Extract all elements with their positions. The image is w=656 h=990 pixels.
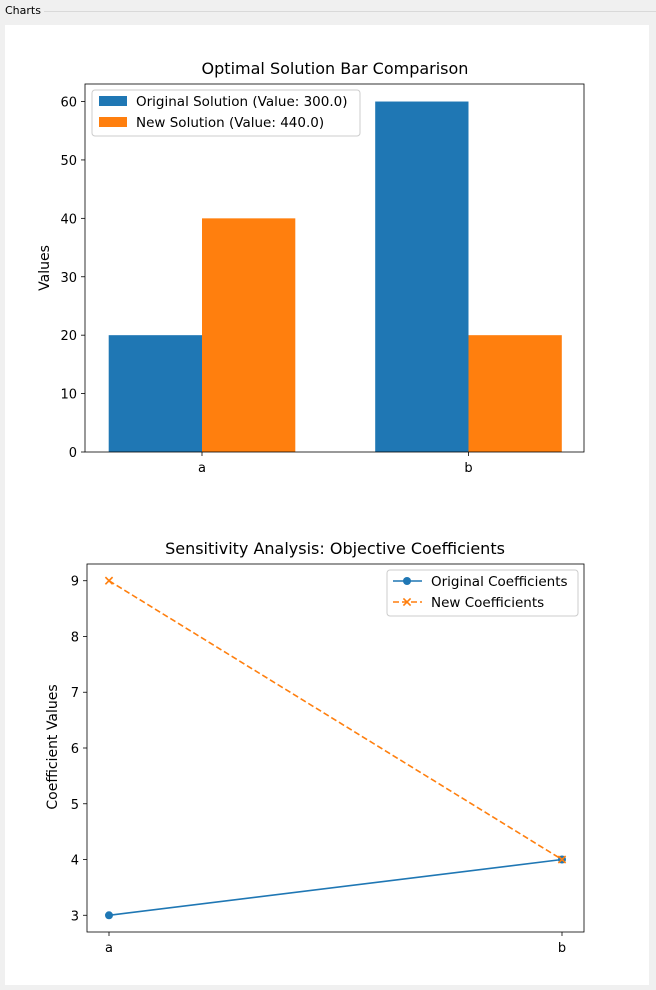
chart1-ytick-label: 60	[60, 96, 77, 111]
chart1-bar-new-a	[202, 218, 296, 452]
chart2-legend-marker	[403, 577, 411, 585]
window-title: Charts	[5, 4, 41, 17]
chart1-ytick-label: 50	[60, 154, 77, 169]
chart1-legend-swatch	[99, 96, 127, 106]
chart2-ytick-label: 9	[71, 575, 79, 590]
chart1-ytick-label: 0	[69, 446, 77, 461]
chart2-line-new	[108, 580, 563, 861]
chart1-legend-label: Original Solution (Value: 300.0)	[136, 94, 348, 110]
chart1-ytick-label: 40	[60, 212, 77, 227]
chart1-legend-label: New Solution (Value: 440.0)	[136, 115, 324, 131]
chart2-legend-box	[386, 569, 579, 617]
chart1-legend-swatch	[99, 117, 127, 127]
chart2-ytick-label: 4	[71, 854, 79, 869]
chart1-bar-new-b	[468, 335, 562, 452]
chart1-bar-original-a	[108, 335, 202, 452]
window-title-rule	[44, 11, 656, 12]
chart1-bar-original-b	[375, 101, 469, 453]
chart2-ytick-label: 6	[71, 742, 79, 757]
chart2-ylabel: Coefficient Values	[45, 684, 61, 809]
chart1-xtick-label: b	[464, 461, 472, 476]
chart2-point-new-b	[557, 855, 567, 864]
x-marker-stroke	[104, 576, 114, 585]
chart1-ytick-label: 20	[60, 329, 77, 344]
chart1-title: Optimal Solution Bar Comparison	[202, 59, 469, 78]
chart1-ylabel: Values	[37, 245, 53, 291]
chart2-title: Sensitivity Analysis: Objective Coeffici…	[165, 539, 505, 558]
figure-canvas: Optimal Solution Bar Comparison Values S…	[5, 25, 649, 985]
chart1-legend: Original Solution (Value: 300.0) New Solu…	[91, 89, 361, 137]
chart2-ytick-label: 5	[71, 798, 79, 813]
chart2-legend-marker	[402, 597, 412, 607]
x-marker-stroke	[402, 597, 412, 607]
chart2-xtick-label: b	[558, 941, 566, 956]
chart2-axes-frame	[86, 563, 585, 933]
chart1-legend-box	[91, 89, 361, 137]
chart2-ytick-label: 7	[71, 686, 79, 701]
chart1-ytick-label: 30	[60, 271, 77, 286]
x-marker-stroke	[557, 855, 567, 864]
chart2-legend-label: New Coefficients	[431, 595, 544, 611]
chart2-legend-label: Original Coefficients	[431, 574, 568, 590]
chart2-ytick-label: 8	[71, 630, 79, 645]
chart2-ytick-label: 3	[71, 909, 79, 924]
chart2-line-original	[108, 858, 563, 917]
chart2-point-new-a	[104, 576, 114, 585]
chart1-axes-frame	[84, 83, 585, 453]
figure-svg: Optimal Solution Bar Comparison Values S…	[37, 59, 585, 956]
chart2-point-original-a	[105, 911, 113, 920]
chart1-xtick-label: a	[198, 461, 206, 476]
chart1-ytick-label: 10	[60, 388, 77, 403]
chart2-xtick-label: a	[105, 941, 113, 956]
chart2-legend: Original Coefficients New Coefficients	[386, 569, 579, 617]
